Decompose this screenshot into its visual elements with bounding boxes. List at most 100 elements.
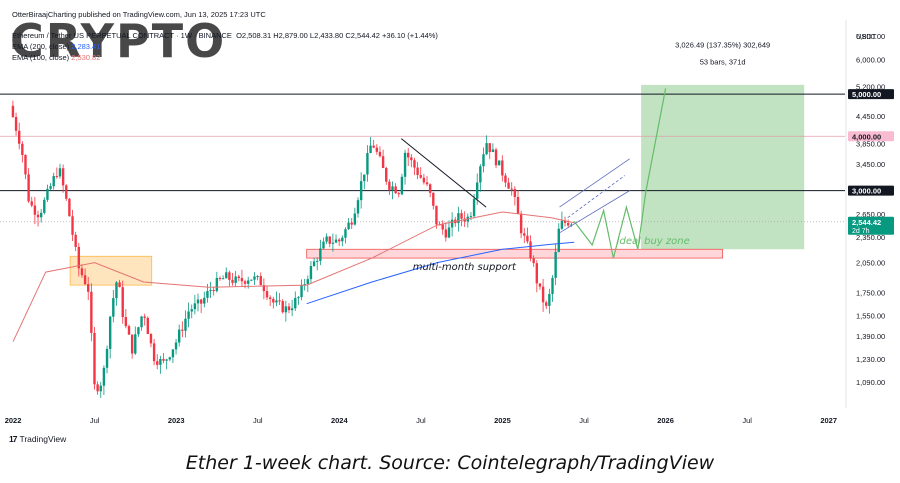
candle-body xyxy=(30,201,33,206)
candle-body xyxy=(149,333,153,344)
candle-body xyxy=(221,278,225,280)
candle-body xyxy=(115,282,118,299)
price-tag-label: 4,000.00 xyxy=(852,132,881,141)
candle-body xyxy=(479,166,482,183)
candle-body xyxy=(538,283,542,287)
ema200-line xyxy=(306,241,575,305)
candle-body xyxy=(168,357,171,360)
price-tag-bg xyxy=(848,185,894,196)
y-tick-label: 1,230.00 xyxy=(856,355,885,364)
y-tick-label: 1,390.00 xyxy=(856,332,885,341)
candle-body xyxy=(385,167,388,182)
candle-body xyxy=(46,188,49,200)
candle-body xyxy=(184,318,187,331)
tradingview-logo: 17 TradingView xyxy=(9,434,66,444)
candle-body xyxy=(262,285,266,292)
candle-body xyxy=(108,316,112,349)
candle-body xyxy=(507,182,510,189)
candle-body xyxy=(209,290,212,292)
price-tag-label: 3,000.00 xyxy=(852,187,881,196)
candle-body xyxy=(485,143,488,155)
candle-body xyxy=(190,309,193,312)
candle-body xyxy=(90,291,93,333)
candle-body xyxy=(394,186,397,194)
candle-body xyxy=(541,286,545,303)
candle-body xyxy=(472,198,476,217)
candle-body xyxy=(331,242,335,244)
x-tick-label: Jul xyxy=(579,416,589,425)
ohlc-values: O2,508.31 H2,879.00 L2,433.80 C2,544.42 … xyxy=(236,31,438,40)
symbol-line: Ethereum / Tether US PERPETUAL CONTRACT … xyxy=(12,31,438,40)
ema100-legend: EMA (100, close) 2,530.82 xyxy=(12,53,100,62)
candle-body xyxy=(196,299,200,304)
candle-body xyxy=(193,303,197,310)
candle-body xyxy=(118,282,121,288)
channel-upper-line xyxy=(559,158,630,208)
candle-body xyxy=(80,268,84,276)
candle-body xyxy=(93,332,96,385)
y-tick-label: 2,350.00 xyxy=(856,233,885,242)
candle-body xyxy=(400,176,404,195)
candle-body xyxy=(557,228,560,252)
candle-body xyxy=(494,149,498,166)
candle-body xyxy=(560,220,564,229)
y-tick-label: 2,650.00 xyxy=(856,210,885,219)
candle-body xyxy=(397,193,400,195)
candle-body xyxy=(428,184,432,193)
candle-body xyxy=(322,241,325,249)
ema100-value: 2,530.82 xyxy=(71,53,101,62)
publisher-line: OtterBiraajCharting published on Trading… xyxy=(12,10,266,19)
candle-body xyxy=(388,181,391,191)
target-zone-box xyxy=(641,84,805,250)
candle-body xyxy=(102,367,106,386)
y-tick-label: 1,550.00 xyxy=(856,311,885,320)
y-tick-label: 3,850.00 xyxy=(856,140,885,149)
candle-body xyxy=(548,294,551,306)
candle-body xyxy=(87,284,90,292)
candle-body xyxy=(460,213,463,219)
candle-body xyxy=(319,248,322,261)
candle-body xyxy=(112,298,115,317)
candle-body xyxy=(49,186,52,189)
candle-body xyxy=(410,157,413,161)
candle-body xyxy=(237,276,240,279)
candle-body xyxy=(526,235,529,242)
axis-unit-label: USDT xyxy=(856,32,877,41)
figure-caption: Ether 1-week chart. Source: Cointelegrap… xyxy=(185,452,715,474)
candle-body xyxy=(441,224,444,230)
y-tick-label: 2,050.00 xyxy=(856,259,885,268)
candle-body xyxy=(350,222,353,225)
candle-body xyxy=(432,192,435,206)
tradingview-brand: TradingView xyxy=(19,434,67,444)
candle-body xyxy=(105,348,109,368)
y-tick-label: 4,450.00 xyxy=(856,112,885,121)
candle-body xyxy=(52,176,55,187)
candle-body xyxy=(225,272,228,279)
candle-body xyxy=(14,116,18,131)
candle-body xyxy=(359,181,363,201)
candle-body xyxy=(363,174,366,182)
candle-body xyxy=(491,149,495,153)
candle-body xyxy=(250,279,253,281)
x-tick-label: 2023 xyxy=(168,416,185,425)
candle-body xyxy=(309,266,313,280)
tradingview-mark-icon: 17 xyxy=(9,434,18,444)
candle-body xyxy=(535,263,539,284)
price-tag-label: 5,000.00 xyxy=(852,90,881,99)
candle-body xyxy=(444,229,448,238)
candle-body xyxy=(347,222,350,230)
candle-body xyxy=(435,205,438,225)
candle-body xyxy=(165,359,168,361)
x-tick-label: Jul xyxy=(90,416,100,425)
candle-body xyxy=(77,246,81,269)
y-tick-label: 1,090.00 xyxy=(856,378,885,387)
candle-body xyxy=(297,297,300,299)
candle-body xyxy=(366,153,369,175)
candle-body xyxy=(259,276,262,286)
candle-body xyxy=(68,198,71,217)
ema200-legend: EMA (200, close) 2,283.41 xyxy=(12,42,100,51)
candle-body xyxy=(174,342,178,350)
candle-body xyxy=(532,258,535,264)
candle-body xyxy=(290,308,294,311)
candle-body xyxy=(130,334,134,354)
